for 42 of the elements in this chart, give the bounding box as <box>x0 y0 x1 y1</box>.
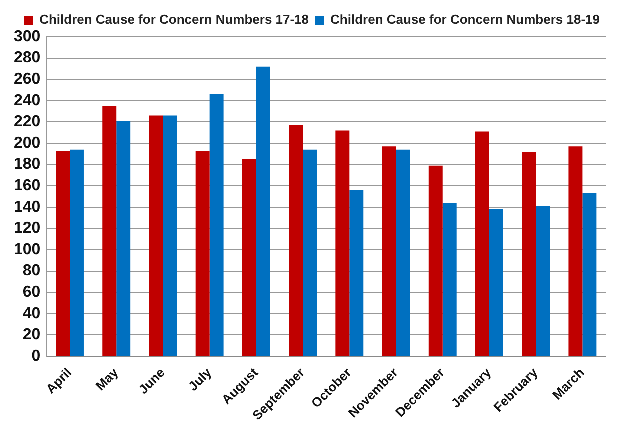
y-tick-label: 100 <box>14 241 41 258</box>
bar <box>56 150 70 356</box>
bar <box>163 116 178 356</box>
y-tick-label: 260 <box>14 71 41 88</box>
y-tick-label: 240 <box>14 92 41 110</box>
bar <box>102 106 117 356</box>
y-tick-label: 120 <box>14 220 41 238</box>
y-tick-label: 220 <box>14 114 41 131</box>
bar <box>428 166 443 356</box>
y-tick-label: 200 <box>14 134 41 152</box>
y-tick-label: 280 <box>14 50 41 67</box>
y-tick-label: 160 <box>14 177 41 194</box>
y-tick-label: 180 <box>14 156 41 174</box>
bar <box>116 121 131 356</box>
bar <box>442 203 457 356</box>
bar <box>70 150 84 356</box>
y-tick-label: 80 <box>22 262 41 280</box>
y-tick-label: 20 <box>22 326 41 344</box>
legend-label: Children Cause for Concern Numbers 17-18 <box>40 12 310 28</box>
y-tick-label: 140 <box>14 198 41 216</box>
bar <box>289 125 304 356</box>
bar <box>336 130 350 356</box>
bar <box>350 190 364 356</box>
bar <box>256 66 270 356</box>
bar <box>149 116 164 356</box>
y-tick-label: 60 <box>22 284 41 301</box>
y-tick-label: 0 <box>32 348 41 365</box>
bar <box>382 146 396 356</box>
bar <box>536 206 550 356</box>
bar <box>303 150 318 356</box>
bar <box>582 194 597 356</box>
bar <box>489 210 504 356</box>
bar <box>396 150 410 356</box>
bar <box>522 152 536 356</box>
y-tick-label: 40 <box>22 305 41 322</box>
bar <box>210 94 224 356</box>
bar <box>568 146 583 356</box>
y-tick-label: 300 <box>14 28 41 46</box>
bar <box>242 159 256 356</box>
bar <box>475 132 490 356</box>
legend-label: Children Cause for Concern Numbers 18-19 <box>330 12 600 28</box>
bar <box>196 150 210 356</box>
